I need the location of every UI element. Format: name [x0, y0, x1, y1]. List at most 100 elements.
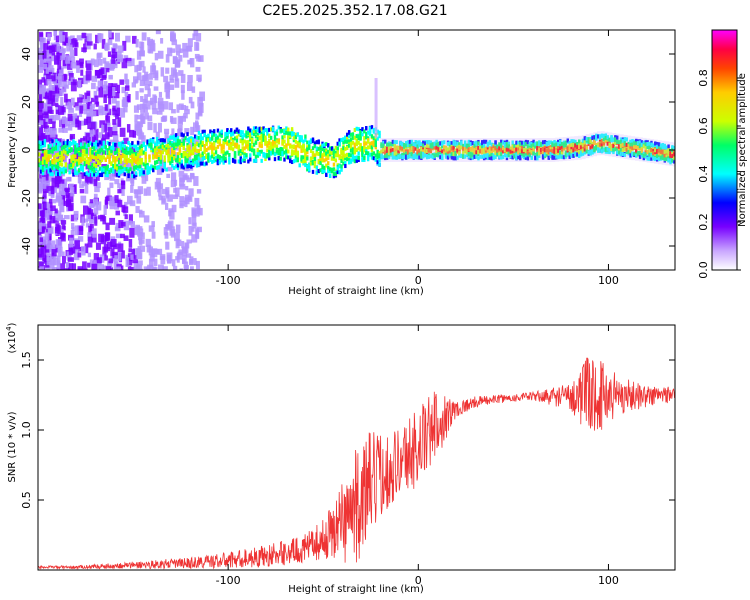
spectrogram-cell	[633, 144, 636, 149]
spectrogram-cell	[95, 242, 101, 250]
spectrogram-cell	[437, 152, 440, 157]
spectrogram-halo	[501, 138, 506, 162]
spectrogram-cell	[602, 137, 606, 142]
spectrogram-cell	[171, 163, 174, 168]
spectrogram-cell	[513, 147, 516, 152]
spectrogram-cell	[137, 228, 144, 237]
spectrogram-cell	[63, 200, 69, 207]
spectrogram-cell	[570, 146, 573, 151]
spectrogram-cell	[446, 149, 450, 154]
spectrogram-cell	[399, 145, 402, 150]
spectrogram-cell	[403, 155, 406, 160]
spectrogram-cell	[157, 157, 161, 162]
spectrogram-cell	[281, 140, 284, 145]
spectrogram-cell	[95, 145, 98, 150]
spectrogram-cell	[290, 151, 294, 156]
spectrogram-cell	[304, 154, 307, 159]
snr-ytick-label: 0.5	[20, 491, 33, 509]
spectrogram-cell	[54, 96, 59, 103]
spectrogram-cell	[134, 65, 139, 73]
spectrogram-cell	[376, 136, 379, 141]
spectrogram-cell	[55, 93, 60, 99]
spectrogram-cell	[621, 148, 625, 153]
spectrogram-cell	[635, 153, 638, 158]
spectrogram-cell	[311, 146, 315, 151]
spectrogram-cell	[155, 131, 160, 140]
spectrogram-cell	[619, 147, 623, 152]
spectrogram-cell	[184, 175, 190, 180]
spectrogram-cell	[663, 156, 666, 161]
spectrogram-cell	[197, 135, 201, 140]
spectrogram-cell	[325, 142, 328, 147]
spectrogram-cell	[61, 107, 66, 113]
spectrogram-cell	[132, 130, 137, 138]
spectrogram-cell	[178, 70, 184, 76]
spectrogram-cell	[113, 91, 120, 99]
spectrogram-cell	[83, 161, 87, 166]
spectrogram-cell	[287, 127, 290, 132]
spectrogram-cell	[266, 140, 269, 145]
spectrogram-cell	[67, 113, 73, 122]
spectrogram-cell	[222, 149, 225, 154]
spectrogram-cell	[614, 141, 617, 146]
spectrogram-cell	[617, 150, 621, 155]
spectrogram-cell	[669, 151, 672, 156]
spectrogram-cell	[349, 153, 353, 158]
spectrogram-cell	[73, 215, 78, 222]
spectrogram-cell	[342, 161, 345, 166]
spectrogram-cell	[57, 177, 61, 187]
spectrogram-cell	[338, 170, 341, 175]
spectrogram-cell	[199, 143, 203, 148]
spectrogram-cell	[501, 140, 505, 145]
spectrogram-cell	[397, 146, 400, 151]
spectrogram-cell	[344, 156, 347, 161]
colorbar-tick-label: 0.8	[697, 69, 710, 87]
spectrogram-cell	[300, 135, 303, 140]
spectrogram-cell	[334, 145, 338, 150]
spectrogram-cell	[241, 146, 244, 151]
spectrogram-cell	[150, 43, 156, 52]
spectrogram-halo	[669, 141, 674, 166]
spectrogram-cell	[77, 158, 81, 163]
spectrogram-cell	[96, 257, 102, 264]
spectrogram-cell	[306, 156, 309, 161]
spectrogram-cell	[182, 48, 189, 58]
spectrogram-cell	[136, 249, 143, 260]
spectrogram-cell	[207, 158, 210, 163]
spectrogram-cell	[179, 196, 185, 203]
spectrogram-cell	[124, 91, 129, 97]
spectrogram-cell	[89, 141, 92, 146]
spectrogram-cell	[616, 148, 619, 153]
spectrogram-cell	[144, 154, 147, 159]
spectrogram-cell	[237, 159, 241, 164]
spectrogram-cell	[165, 224, 170, 230]
spectrogram-cell	[89, 155, 92, 160]
spectrogram-cell	[134, 160, 138, 165]
spectrogram-cell	[87, 156, 90, 161]
spectrogram-cell	[62, 56, 67, 67]
spectrogram-cell	[102, 68, 107, 76]
spectrogram-cell	[585, 137, 589, 142]
spectrogram-cell	[304, 148, 307, 153]
spectrogram-cell	[106, 151, 112, 159]
spectrogram-cell	[578, 143, 581, 148]
spectrogram-cell	[162, 115, 168, 122]
spectrogram-cell	[296, 156, 300, 161]
spectrogram-cell	[45, 49, 52, 56]
spectrogram-cell	[294, 145, 298, 150]
spectrogram-cell	[165, 67, 170, 74]
spectrogram-cell	[52, 199, 57, 204]
spectrogram-cell	[65, 117, 71, 127]
spectrogram-cell	[454, 148, 457, 153]
spectrogram-cell	[39, 217, 45, 223]
spectrogram-cell	[159, 144, 163, 149]
spectrogram-cell	[45, 164, 49, 169]
spectrogram-cell	[203, 129, 206, 134]
spectrogram-cell	[230, 141, 233, 146]
spectrogram-cell	[60, 206, 65, 213]
spectrogram-cell	[319, 161, 322, 166]
spectrogram-cell	[41, 140, 45, 145]
spectrogram-cell	[143, 266, 148, 270]
spectrogram-cell	[247, 144, 250, 149]
spectrogram-cell	[199, 133, 203, 138]
